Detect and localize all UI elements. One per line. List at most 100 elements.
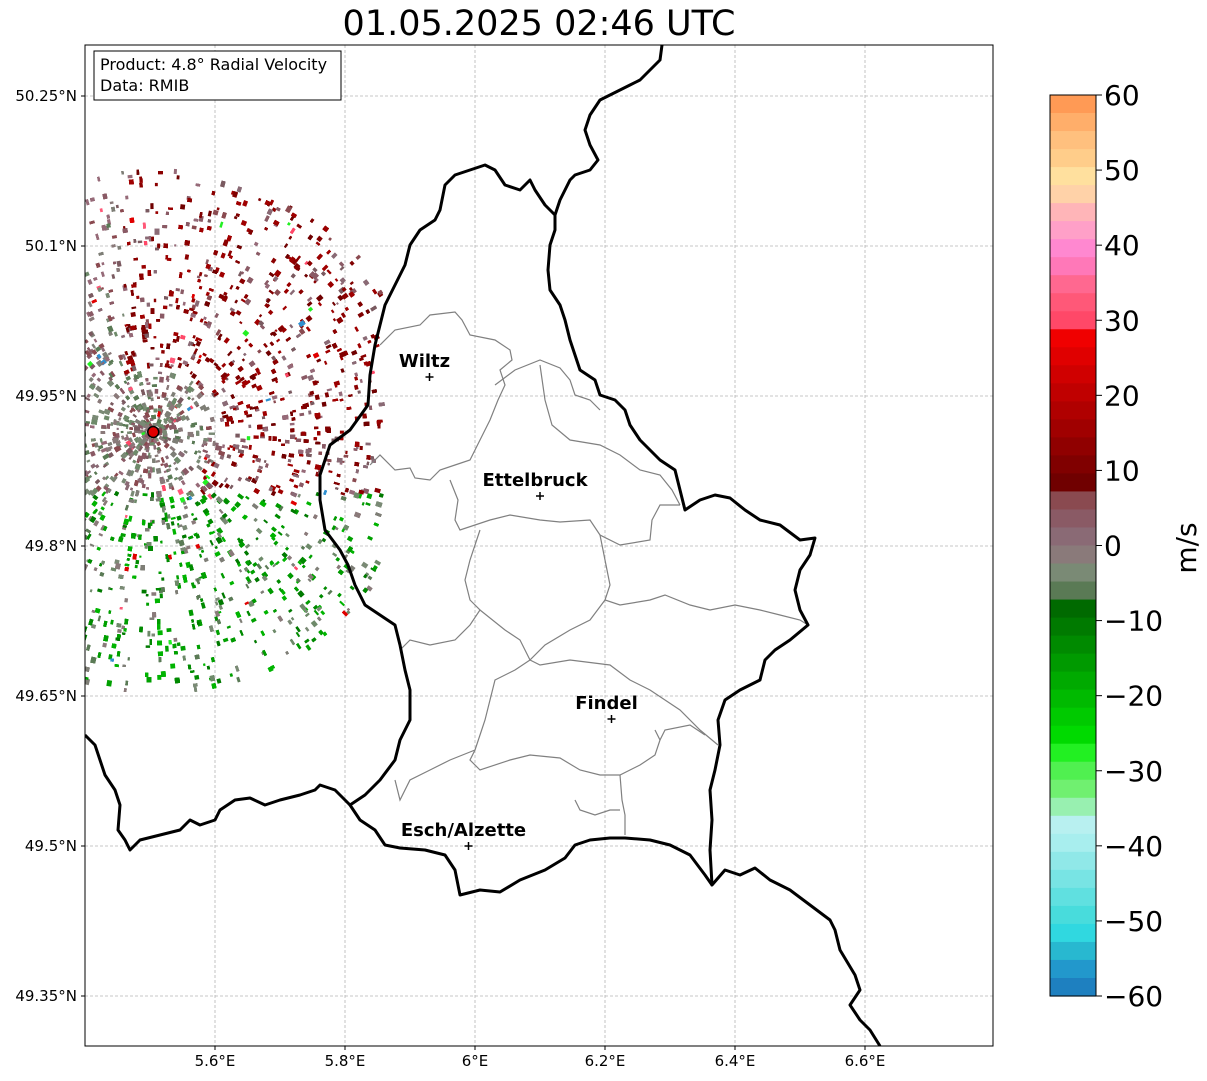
radar-echo-pixel [59,632,63,636]
radar-echo-pixel [43,259,49,264]
radar-echo-pixel [29,343,35,349]
radar-echo-pixel [79,548,84,553]
radar-echo-pixel [135,559,140,565]
radar-echo-pixel [65,222,71,226]
radar-echo-pixel [323,586,328,591]
radar-echo-pixel [9,641,13,645]
radar-echo-pixel [24,350,30,355]
radar-echo-pixel [62,499,66,503]
radar-echo-pixel [39,462,43,467]
radar-echo-pixel [54,649,59,655]
radar-echo-pixel [72,506,78,512]
radar-echo-pixel [75,470,80,474]
radar-echo-pixel [22,478,27,482]
radar-echo-pixel [45,349,49,354]
radar-echo-pixel [313,437,318,441]
radar-echo-pixel [61,318,68,325]
radar-echo-pixel [89,589,93,593]
radar-echo-pixel [200,602,206,609]
radar-echo-pixel [31,369,35,374]
radar-echo-pixel [3,561,7,565]
radar-echo-pixel [2,394,5,397]
radar-echo-pixel [177,488,184,496]
radar-echo-pixel [353,384,359,390]
radar-echo-pixel [56,495,62,501]
radar-echo-pixel [4,451,10,456]
radar-echo-pixel [321,401,327,407]
radar-echo-pixel [182,301,186,306]
radar-echo-pixel [235,433,240,438]
radar-echo-pixel [4,541,9,546]
radar-echo-pixel [217,598,225,606]
radar-echo-pixel [85,488,90,496]
radar-echo-pixel [50,343,54,347]
radar-echo-pixel [248,444,252,450]
radar-echo-pixel [146,302,151,307]
radar-echo-pixel [273,540,279,546]
radar-echo-pixel [53,437,59,442]
radar-echo-pixel [5,570,10,575]
radar-echo-pixel [173,461,177,465]
radar-echo-pixel [37,381,42,385]
radar-echo-pixel [325,344,332,350]
radar-echo-pixel [46,505,51,511]
radar-echo-pixel [55,358,62,364]
radar-echo-pixel [123,283,127,288]
radar-echo-pixel [29,452,33,456]
radar-echo-pixel [2,433,6,437]
radar-echo-pixel [76,506,83,513]
radar-echo-pixel [290,562,296,568]
radar-echo-pixel [0,598,3,605]
radar-echo-pixel [92,494,99,501]
radar-echo-pixel [139,555,142,558]
radar-echo-pixel [22,259,28,265]
radar-echo-pixel [118,417,122,421]
radar-echo-pixel [55,426,60,430]
radar-echo-pixel [79,594,82,597]
radar-echo-pixel [210,471,217,478]
map-area[interactable] [85,45,993,1046]
radar-echo-pixel [11,256,17,262]
radar-echo-pixel [265,398,272,402]
radar-echo-pixel [357,390,361,394]
radar-echo-pixel [147,630,151,637]
radar-echo-pixel [330,309,335,314]
radar-echo-pixel [0,503,7,510]
radar-echo-pixel [39,601,43,605]
radar-echo-pixel [62,499,66,503]
radar-echo-pixel [30,344,36,350]
radar-echo-pixel [17,632,22,638]
radar-echo-pixel [28,526,32,530]
radar-echo-pixel [33,581,37,585]
radar-echo-pixel [165,645,169,652]
radar-echo-pixel [74,530,78,534]
radar-echo-pixel [0,523,2,530]
radar-echo-pixel [80,415,84,420]
radar-echo-pixel [23,512,30,519]
radar-echo-pixel [15,553,19,557]
radar-echo-pixel [46,318,52,323]
radar-echo-pixel [303,513,309,518]
radar-echo-pixel [2,423,7,427]
radar-echo-pixel [20,449,23,453]
radar-echo-pixel [38,601,42,605]
radar-echo-pixel [76,506,83,513]
radar-echo-pixel [234,299,239,304]
radar-echo-pixel [63,609,66,613]
radar-echo-pixel [141,483,146,489]
radar-echo-pixel [74,480,80,486]
radar-echo-pixel [11,628,17,634]
radar-echo-pixel [71,484,75,488]
radar-echo-pixel [33,323,37,327]
radar-echo-pixel [132,413,138,418]
radar-echo-pixel [220,572,226,579]
radar-echo-pixel [24,284,28,288]
radar-echo-pixel [65,448,69,451]
radar-echo-pixel [72,476,79,483]
radar-echo-pixel [49,565,54,570]
radar-echo-pixel [176,642,181,647]
radar-echo-pixel [67,448,72,454]
radar-echo-pixel [31,369,35,374]
radar-echo-pixel [201,468,208,475]
radar-echo-pixel [182,500,187,506]
